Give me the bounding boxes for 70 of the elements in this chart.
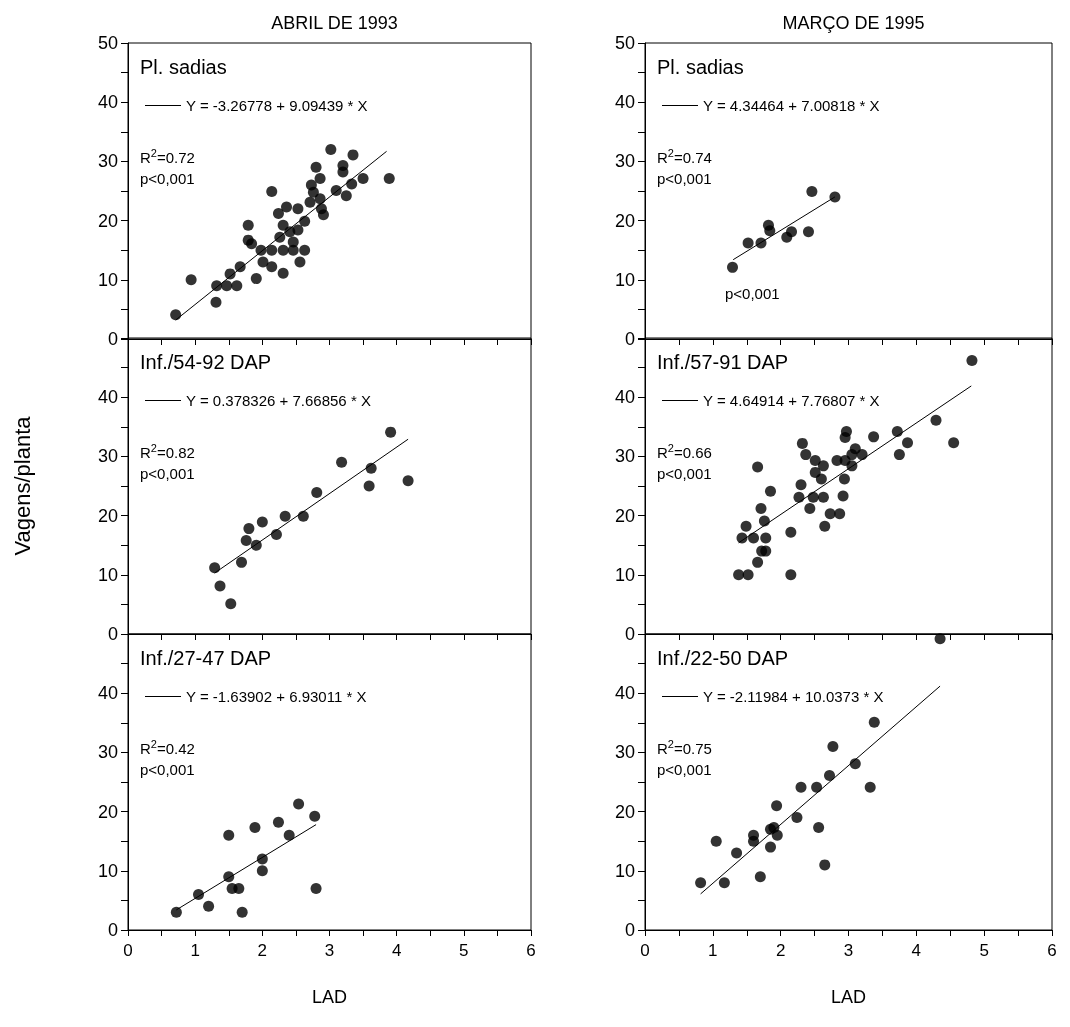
x-tick-label: 2	[257, 941, 268, 960]
chart-title: ABRIL DE 1993	[271, 13, 398, 33]
y-tick-label: 10	[97, 269, 118, 290]
y-tick-label: 40	[614, 92, 635, 113]
x-tick-label: 2	[775, 941, 786, 960]
y-tick-label: 30	[97, 742, 118, 763]
annotation: p<0,001	[140, 465, 195, 482]
y-tick-label: 40	[97, 92, 118, 113]
y-tick-label: 20	[97, 801, 118, 822]
y-tick-label: 40	[97, 387, 118, 408]
x-tick-label: 6	[1047, 941, 1057, 960]
legend-label: Y = 4.34464 + 7.00818 * X	[703, 97, 880, 114]
x-tick-label: 6	[526, 941, 536, 960]
x-tick-label: 3	[843, 941, 854, 960]
y-tick-label: 30	[97, 446, 118, 467]
x-axis-title: LAD	[311, 987, 348, 1007]
chart-title: MARÇO DE 1995	[782, 13, 925, 33]
y-tick-label: 0	[624, 624, 635, 644]
annotation: p<0,001	[140, 761, 195, 778]
y-tick-label: 20	[97, 210, 118, 231]
x-tick-label: 4	[911, 941, 922, 960]
x-tick-label: 1	[190, 941, 200, 960]
x-tick-label: 5	[459, 941, 469, 960]
x-axis-title: LAD	[830, 987, 867, 1007]
y-tick-label: 0	[624, 920, 635, 940]
legend-label: Y = 0.378326 + 7.66856 * X	[186, 392, 371, 409]
y-tick-label: 30	[614, 446, 635, 467]
legend-label: Y = 4.64914 + 7.76807 * X	[703, 392, 880, 409]
legend-label: Y = -2.11984 + 10.0373 * X	[703, 688, 884, 705]
x-tick-label: 0	[123, 941, 133, 960]
y-tick-label: 20	[614, 210, 635, 231]
annotation: p<0,001	[725, 284, 780, 302]
legend-label: Y = -1.63902 + 6.93011 * X	[186, 688, 367, 705]
y-tick-label: 20	[614, 505, 635, 526]
y-tick-label: 0	[107, 329, 118, 349]
x-tick-label: 5	[979, 941, 989, 960]
y-axis-title: Vagens/planta	[9, 415, 35, 556]
y-tick-label: 20	[97, 505, 118, 526]
x-tick-label: 1	[708, 941, 718, 960]
y-tick-label: 50	[614, 33, 635, 53]
annotation: Inf./57-91 DAP	[657, 351, 789, 373]
y-tick-label: 0	[624, 329, 635, 349]
y-tick-label: 40	[97, 683, 118, 704]
y-tick-label: 10	[97, 860, 118, 881]
x-tick-label: 4	[391, 941, 402, 960]
y-tick-label: 30	[614, 151, 635, 172]
annotation: Inf./22-50 DAP	[657, 647, 789, 669]
y-tick-label: 20	[614, 801, 635, 822]
x-tick-label: 3	[324, 941, 335, 960]
annotation: p<0,001	[657, 761, 712, 778]
annotation: Inf./54-92 DAP	[140, 351, 272, 373]
legend-label: Y = -3.26778 + 9.09439 * X	[186, 97, 368, 114]
y-tick-label: 30	[614, 742, 635, 763]
annotation: Inf./27-47 DAP	[140, 647, 272, 669]
annotation: p<0,001	[657, 170, 712, 187]
annotation: Pl. sadias	[140, 56, 227, 78]
y-tick-label: 50	[97, 33, 118, 53]
x-tick-label: 0	[640, 941, 650, 960]
y-tick-label: 40	[614, 683, 635, 704]
annotation: p<0,001	[140, 170, 195, 187]
y-tick-label: 0	[107, 920, 118, 940]
annotation: Pl. sadias	[657, 56, 744, 78]
annotation: p<0,001	[657, 465, 712, 482]
y-tick-label: 0	[107, 624, 118, 644]
y-tick-label: 10	[614, 269, 635, 290]
y-tick-label: 10	[97, 564, 118, 585]
y-tick-label: 10	[614, 564, 635, 585]
y-tick-label: 40	[614, 387, 635, 408]
y-tick-label: 10	[614, 860, 635, 881]
y-tick-label: 30	[97, 151, 118, 172]
